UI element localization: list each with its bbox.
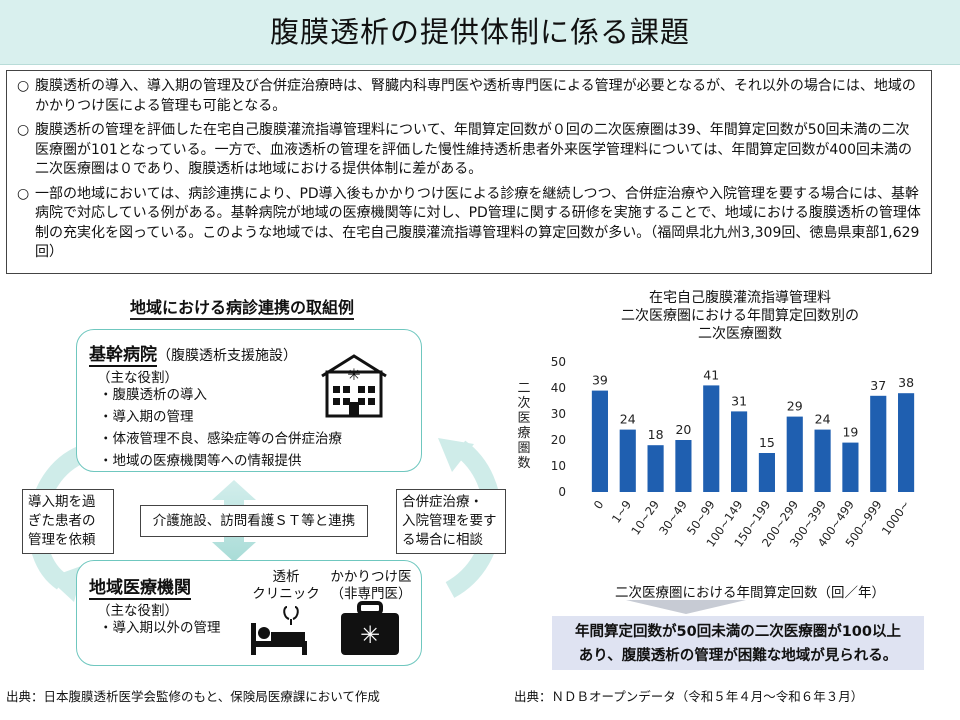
role-label: （主な役割） xyxy=(97,370,178,386)
summary-item: ○ 腹膜透析の管理を評価した在宅自己腹膜灌流指導管理料について、年間算定回数が０回… xyxy=(17,121,921,180)
x-tick-label: 1~9 xyxy=(609,498,634,526)
y-label-char: 次 xyxy=(517,395,530,411)
bar xyxy=(758,453,775,492)
x-tick-label: 0 xyxy=(591,498,607,512)
bar-value-label: 29 xyxy=(787,399,803,414)
bar xyxy=(814,429,831,492)
y-tick-label: 40 xyxy=(551,381,566,395)
bar-value-label: 38 xyxy=(898,375,914,390)
y-label-char: 数 xyxy=(517,456,530,471)
left-arrow-head xyxy=(48,565,84,602)
bar-value-label: 41 xyxy=(703,367,719,382)
bar-value-label: 24 xyxy=(815,412,831,427)
bar xyxy=(870,395,887,492)
y-label-char: 圏 xyxy=(517,441,530,456)
role-item: ・地域の医療機関等への情報提供 xyxy=(99,453,302,469)
summary-text: 一部の地域においては、病診連携により、PD導入後もかかりつけ医による診療を継続し… xyxy=(35,185,921,261)
family-doctor-label: かかりつけ医 （非専門医） xyxy=(330,569,412,602)
y-axis-ticks: 0 10 20 30 40 50 xyxy=(551,355,566,499)
role-item: ・導入期以外の管理 xyxy=(99,620,221,636)
bar xyxy=(731,411,748,492)
bar xyxy=(842,442,859,492)
svg-text:✳: ✳ xyxy=(347,365,360,384)
right-source-credit: 出典：ＮＤＢオープンデータ（令和５年４月〜令和６年３月） xyxy=(514,689,864,704)
y-label-char: 医 xyxy=(517,411,530,426)
y-axis-label: 二次医療圏数 xyxy=(517,381,530,471)
dialysis-clinic-label: 透析 クリニック xyxy=(252,569,320,602)
role-item: ・導入期の管理 xyxy=(99,409,194,425)
bar-value-label: 39 xyxy=(592,373,608,388)
y-tick-label: 50 xyxy=(551,355,566,369)
core-hospital-name: 基幹病院 xyxy=(89,345,157,367)
care-coordination-label: 介護施設、訪問看護ＳＴ等と連携 xyxy=(140,505,368,537)
x-tick-label: 10~29 xyxy=(628,498,662,538)
bar-value-label: 19 xyxy=(842,425,858,440)
left-arrow-label: 導入期を過 ぎた患者の 管理を依頼 xyxy=(22,489,114,554)
local-clinic-box: 地域医療機関 （主な役割） ・導入期以外の管理 透析 クリニック かかりつけ医 … xyxy=(76,560,422,666)
x-tick-label: 30~49 xyxy=(656,498,690,538)
title-banner: 腹膜透析の提供体制に係る課題 xyxy=(0,0,960,65)
summary-item: ○ 腹膜透析の導入、導入期の管理及び合併症治療時は、腎臓内科専門医や透析専門医によ… xyxy=(17,77,921,116)
bar xyxy=(786,416,803,492)
bar-value-label: 31 xyxy=(731,393,747,408)
left-source-credit: 出典：日本腹膜透析医学会監修のもと、保険局医療課において作成 xyxy=(6,689,380,704)
bar xyxy=(647,445,664,492)
x-axis-ticks: 0 1~910~2930~4950~99100~149150~199200~299… xyxy=(591,498,913,550)
bullet-circle: ○ xyxy=(17,78,30,94)
hospital-building-icon: ✳ xyxy=(321,354,387,418)
bar xyxy=(591,390,608,492)
conclusion-box: 年間算定回数が50回未満の二次医療圏が100以上 あり、腹膜透析の管理が困難な地… xyxy=(552,616,924,670)
bar-value-label: 24 xyxy=(620,412,636,427)
down-arrow xyxy=(626,600,746,614)
right-arrow-label: 合併症治療・ 入院管理を要す る場合に相談 xyxy=(396,489,506,554)
y-tick-label: 20 xyxy=(551,433,566,447)
hospital-bed-icon xyxy=(251,606,307,655)
svg-text:✳: ✳ xyxy=(360,621,380,649)
page-title: 腹膜透析の提供体制に係る課題 xyxy=(269,15,690,49)
medical-bag-icon: ✳ xyxy=(341,601,399,655)
bar xyxy=(675,440,692,492)
bar xyxy=(703,385,720,492)
summary-item: ○ 一部の地域においては、病診連携により、PD導入後もかかりつけ医による診療を継続… xyxy=(17,185,921,263)
y-tick-label: 10 xyxy=(551,459,566,473)
bar xyxy=(619,429,636,492)
y-label-char: 療 xyxy=(517,426,530,441)
chart-title: 在宅自己腹膜灌流指導管理料 二次医療圏における年間算定回数別の 二次医療圏数 xyxy=(621,290,859,342)
bar-series xyxy=(591,385,915,492)
y-label-char: 二 xyxy=(517,381,530,396)
bar xyxy=(898,393,915,492)
summary-text: 腹膜透析の導入、導入期の管理及び合併症治療時は、腎臓内科専門医や透析専門医による… xyxy=(35,78,916,114)
bullet-circle: ○ xyxy=(17,185,30,202)
role-label: （主な役割） xyxy=(97,603,178,619)
summary-text: 腹膜透析の管理を評価した在宅自己腹膜灌流指導管理料について、年間算定回数が０回の… xyxy=(35,122,913,177)
summary-box: ○ 腹膜透析の導入、導入期の管理及び合併症治療時は、腎臓内科専門医や透析専門医によ… xyxy=(6,70,932,274)
diagram-title: 地域における病診連携の取組例 xyxy=(130,294,355,320)
bar-value-label: 18 xyxy=(648,427,664,442)
bar-value-label: 37 xyxy=(870,378,886,393)
x-axis-label: 二次医療圏における年間算定回数（回／年） xyxy=(615,585,885,601)
x-tick-label: 1000~ xyxy=(879,498,913,538)
core-hospital-subtitle: （腹膜透析支援施設） xyxy=(157,348,297,364)
y-tick-label: 30 xyxy=(551,407,566,421)
value-labels: 39 24 18 20 41 31 15 29 24 19 37 38 xyxy=(592,367,914,450)
role-item: ・腹膜透析の導入 xyxy=(99,387,207,403)
bullet-circle: ○ xyxy=(17,122,30,138)
local-clinic-name: 地域医療機関 xyxy=(89,578,191,600)
bar-value-label: 15 xyxy=(759,435,775,450)
role-item: ・体液管理不良、感染症等の合併症治療 xyxy=(99,431,342,447)
y-tick-label: 0 xyxy=(558,485,566,499)
bar-value-label: 20 xyxy=(675,422,691,437)
core-hospital-box: 基幹病院（腹膜透析支援施設） （主な役割） ・腹膜透析の導入 ・導入期の管理 ・… xyxy=(76,329,422,472)
right-arrow-head xyxy=(438,438,474,472)
